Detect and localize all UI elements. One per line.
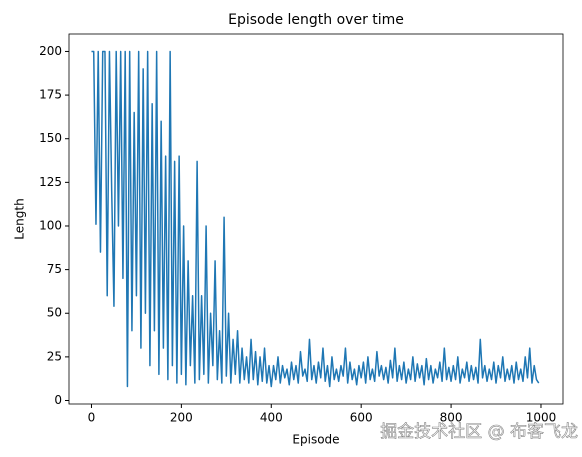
data-line	[91, 50, 540, 388]
x-tick-label: 400	[260, 411, 283, 425]
y-tick-label: 200	[39, 44, 62, 58]
y-tick-label: 0	[54, 393, 62, 407]
chart-title: Episode length over time	[228, 12, 404, 28]
plot-frame	[68, 33, 564, 405]
x-tick-label: 600	[350, 411, 373, 425]
y-tick-label: 50	[47, 306, 62, 320]
x-axis-label: Episode	[292, 433, 339, 447]
y-tick-label: 100	[39, 218, 62, 232]
y-tick-label: 125	[39, 175, 62, 189]
y-tick-label: 25	[47, 349, 62, 363]
y-tick-label: 175	[39, 88, 62, 102]
x-tick-label: 1000	[526, 411, 557, 425]
y-axis-label: Length	[13, 198, 27, 239]
y-tick-label: 150	[39, 131, 62, 145]
x-tick-label: 800	[440, 411, 463, 425]
watermark: 掘金技术社区 @ 布客飞龙	[380, 422, 578, 442]
x-tick-label: 200	[170, 411, 193, 425]
y-tick-label: 75	[47, 262, 62, 276]
x-tick-label: 0	[88, 411, 96, 425]
